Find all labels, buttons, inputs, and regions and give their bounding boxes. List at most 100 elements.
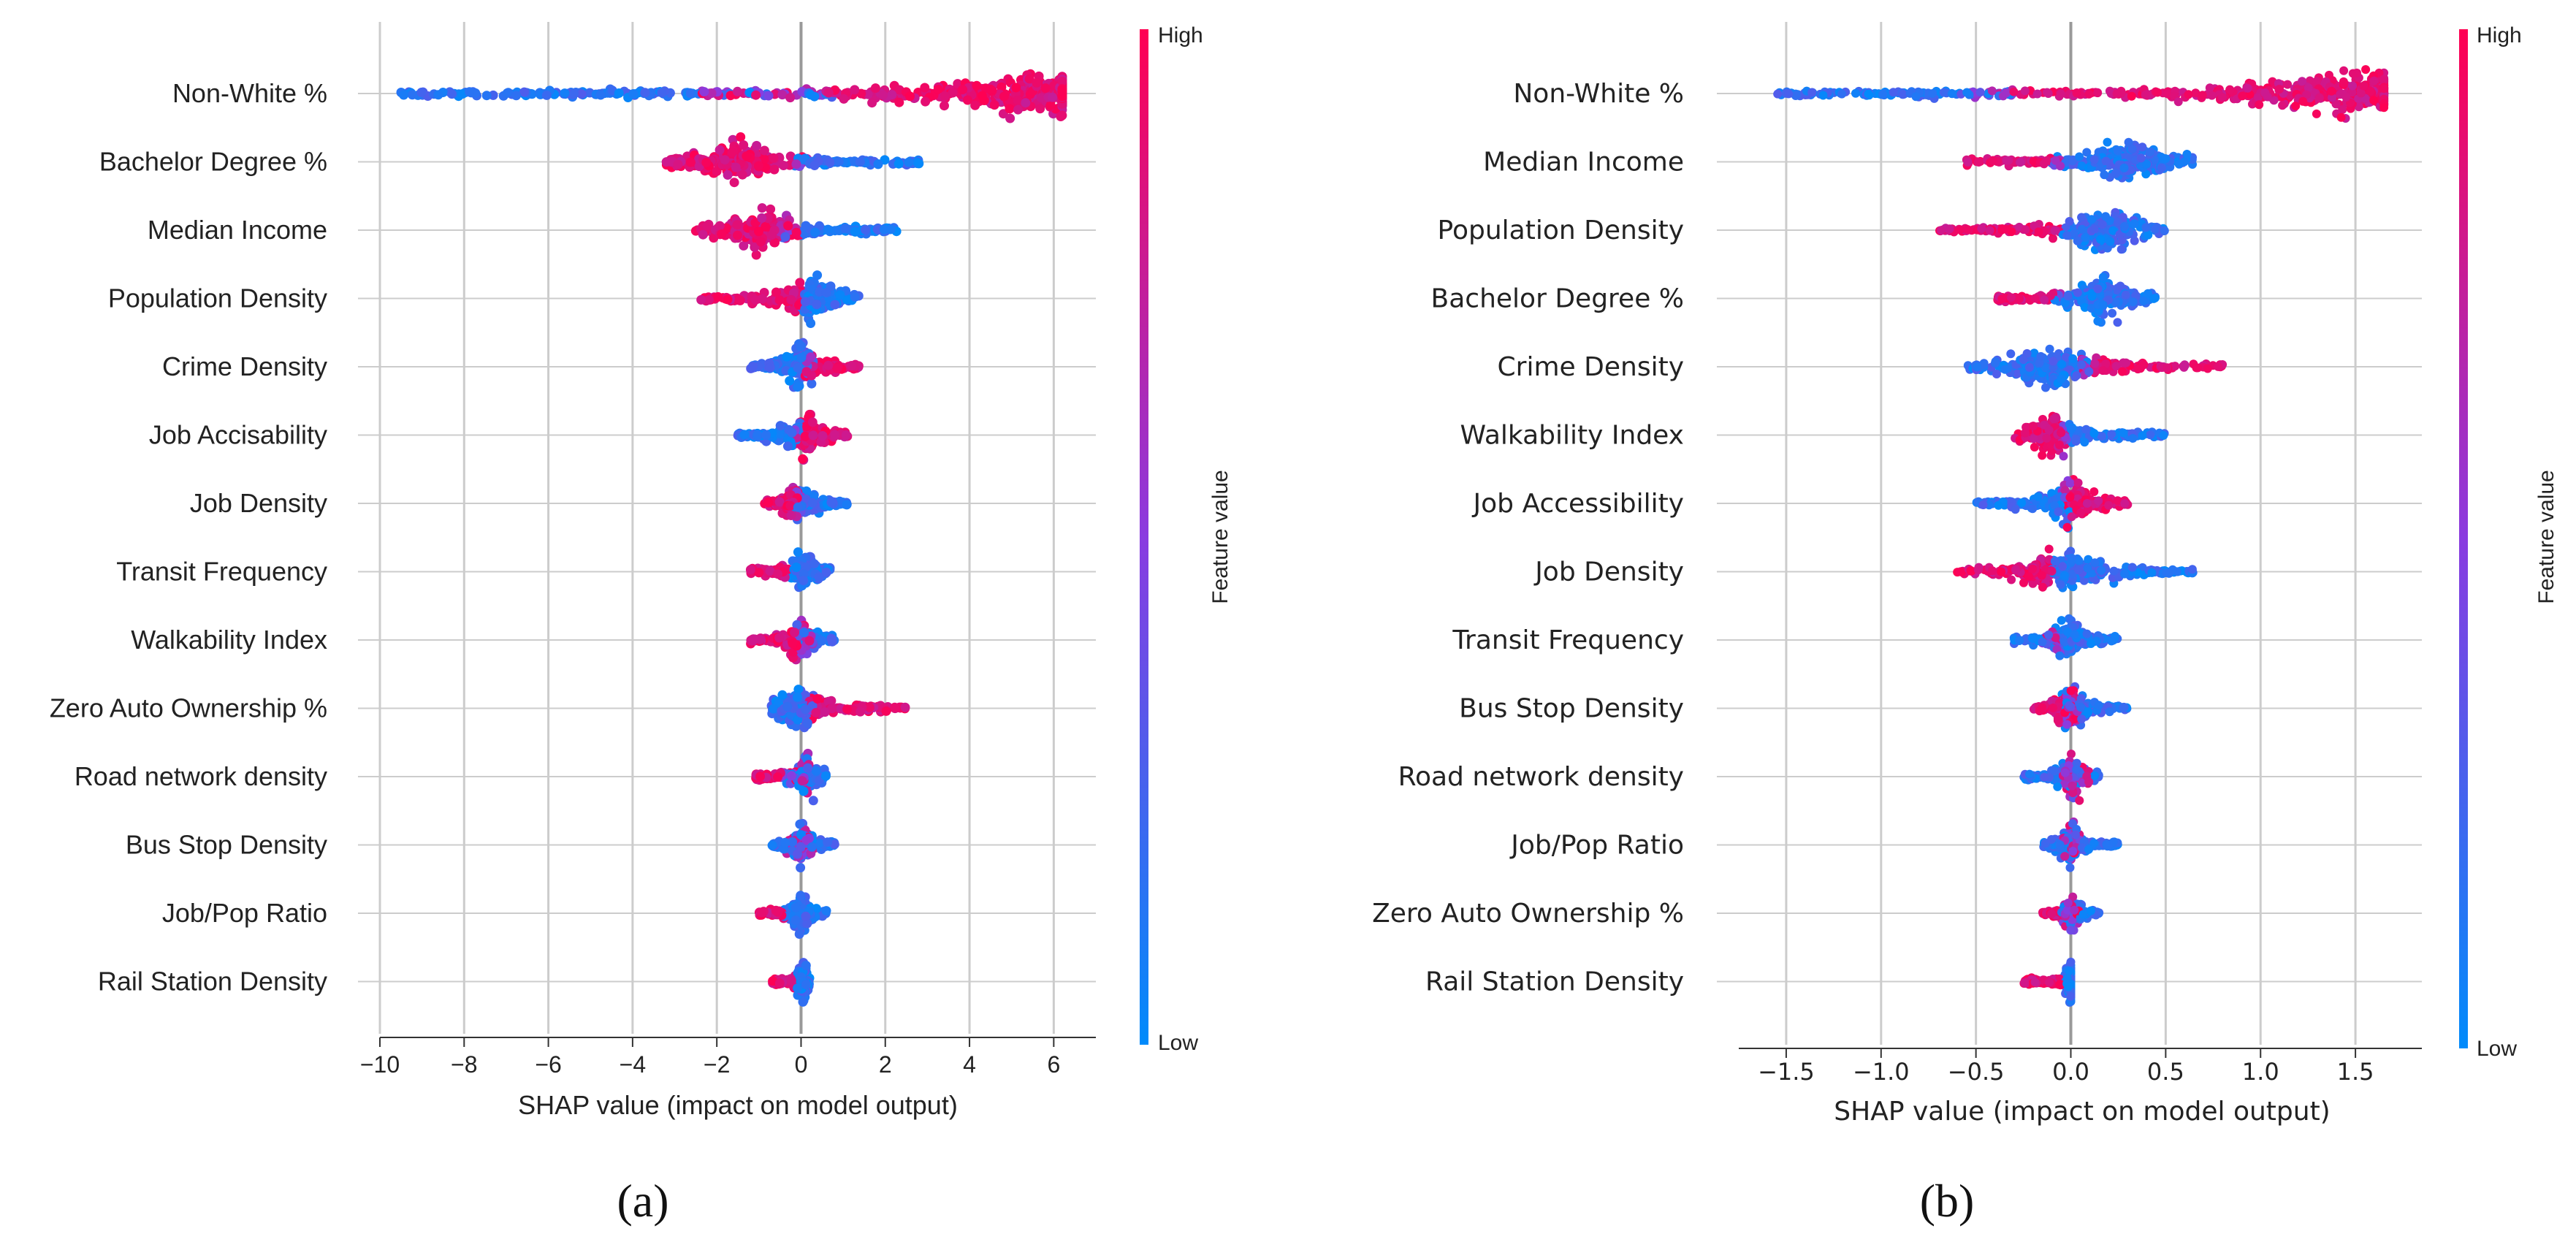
- shap-point: [814, 838, 824, 848]
- shap-point: [790, 628, 800, 638]
- shap-point: [801, 980, 811, 990]
- shap-point: [1963, 157, 1973, 167]
- shap-point: [2162, 363, 2172, 373]
- shap-point: [795, 819, 805, 829]
- shap-point: [640, 88, 650, 98]
- shap-point: [801, 911, 811, 921]
- shap-point: [2122, 358, 2130, 367]
- shap-point: [2089, 155, 2099, 164]
- shap-point: [2117, 367, 2127, 376]
- shap-point: [777, 90, 788, 100]
- shap-point: [765, 566, 775, 576]
- feature-label: Rail Station Density: [98, 967, 327, 997]
- shap-point: [736, 132, 746, 142]
- shap-point: [2084, 89, 2094, 99]
- shap-point: [2106, 237, 2115, 246]
- shap-point: [759, 145, 769, 156]
- shap-point: [2084, 367, 2094, 376]
- shap-point: [800, 431, 810, 441]
- shap-point: [856, 706, 866, 717]
- shap-point: [2217, 93, 2227, 102]
- shap-point: [1963, 225, 1973, 234]
- shap-point: [807, 417, 818, 427]
- shap-point: [799, 576, 809, 586]
- shap-point: [811, 766, 821, 776]
- shap-point: [839, 94, 849, 104]
- shap-point: [2072, 88, 2081, 98]
- shap-point: [801, 835, 812, 845]
- shap-point: [774, 978, 785, 988]
- shap-point: [788, 837, 798, 847]
- feature-label: Bus Stop Density: [126, 830, 327, 860]
- shap-point: [2151, 224, 2160, 234]
- shap-point: [2112, 89, 2122, 99]
- shap-point: [763, 498, 774, 508]
- shap-point: [810, 227, 820, 237]
- shap-point: [2077, 213, 2087, 222]
- shap-point: [804, 636, 815, 646]
- shap-point: [864, 702, 874, 712]
- shap-point: [1021, 98, 1031, 108]
- shap-point: [843, 294, 853, 304]
- shap-point: [1013, 96, 1023, 105]
- feature-labels-a: Non-White %Bachelor Degree %Median Incom…: [50, 78, 327, 997]
- shap-point: [1992, 370, 2001, 378]
- shap-point: [715, 145, 725, 155]
- shap-point: [785, 93, 796, 103]
- shap-point: [713, 292, 723, 302]
- shap-point: [2149, 294, 2158, 303]
- shap-point: [725, 91, 736, 101]
- shap-point: [757, 213, 767, 223]
- shap-point: [800, 297, 810, 307]
- feature-label: Population Density: [108, 283, 327, 313]
- shap-point: [812, 694, 823, 704]
- shap-point: [1945, 224, 1954, 234]
- shap-point: [970, 100, 980, 110]
- colorbar-label-a: Feature value: [1208, 470, 1232, 603]
- shap-point: [786, 294, 796, 305]
- shap-point: [774, 497, 785, 507]
- x-tick-label: 2: [879, 1051, 892, 1078]
- shap-point: [801, 367, 812, 377]
- shap-point: [958, 85, 968, 95]
- shap-point: [785, 151, 796, 161]
- panel-label-a: (a): [617, 1175, 668, 1227]
- shap-point: [823, 360, 834, 370]
- shap-point: [1011, 83, 1021, 93]
- x-axis-label-a: SHAP value (impact on model output): [518, 1090, 958, 1120]
- shap-point: [2098, 273, 2108, 282]
- shap-point: [840, 224, 850, 234]
- shap-point: [2327, 86, 2336, 96]
- shap-point: [541, 90, 552, 100]
- shap-point: [1784, 89, 1794, 99]
- shap-point: [2198, 91, 2207, 100]
- shap-point: [2193, 363, 2203, 373]
- shap-point: [2020, 86, 2030, 96]
- shap-point: [739, 140, 749, 150]
- shap-point: [820, 707, 830, 717]
- shap-point: [2049, 357, 2058, 366]
- grid-b: [1717, 22, 2422, 1045]
- colorbar-high-a: High: [1158, 23, 1203, 47]
- shap-point: [830, 430, 840, 440]
- x-tick-label: 0: [795, 1051, 808, 1078]
- shap-point: [699, 87, 709, 97]
- shap-point: [2182, 150, 2192, 159]
- shap-point: [814, 776, 824, 785]
- shap-point: [850, 292, 860, 302]
- shap-point: [881, 706, 891, 716]
- shap-point: [797, 776, 807, 786]
- shap-point: [823, 88, 834, 98]
- shap-point: [2136, 153, 2146, 163]
- shap-point: [2016, 158, 2025, 167]
- shap-point: [850, 226, 861, 237]
- shap-point: [2057, 374, 2066, 384]
- shap-point: [1057, 76, 1067, 86]
- shap-point: [2291, 102, 2301, 110]
- shap-point: [698, 229, 708, 240]
- shap-point: [830, 300, 840, 310]
- shap-point: [753, 161, 763, 171]
- shap-point: [2207, 91, 2217, 100]
- shap-point: [2042, 156, 2051, 165]
